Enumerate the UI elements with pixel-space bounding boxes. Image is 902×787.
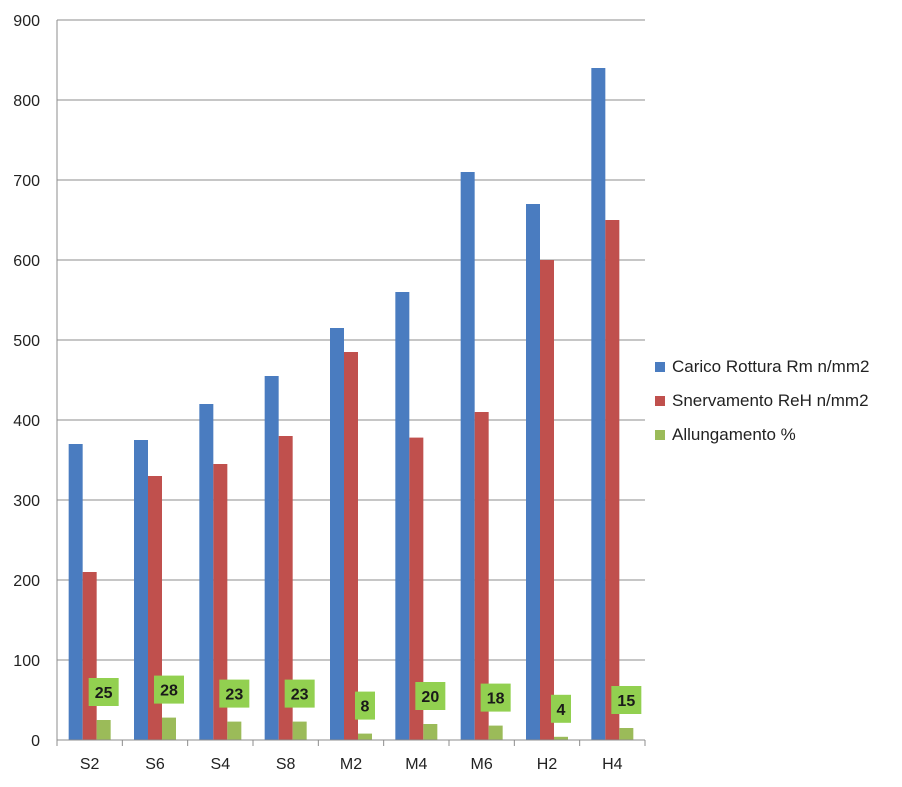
x-axis-tick-labels: S2 S6 S4 S8 M2 M4 M6 H2 H4 <box>80 756 623 773</box>
legend-item-allungamento: Allungamento % <box>655 418 869 452</box>
data-label-text: 20 <box>421 689 439 706</box>
data-label-m2: 8 <box>355 691 375 720</box>
bars <box>68 68 634 740</box>
legend-swatch-allungamento <box>655 430 665 440</box>
data-label-m4: 20 <box>415 682 446 710</box>
data-label-s6: 28 <box>154 675 184 704</box>
data-label-box <box>284 679 315 708</box>
bar-s6-series-2 <box>148 476 162 740</box>
bar-s6-series-1 <box>134 440 148 740</box>
y-tick-label: 400 <box>13 413 40 430</box>
legend-item-rm: Carico Rottura Rm n/mm2 <box>655 350 869 384</box>
bar-s8-series-3 <box>292 721 307 740</box>
x-tick-label: H4 <box>602 756 623 773</box>
legend-label-allungamento: Allungamento % <box>672 425 796 444</box>
x-tick-label: H2 <box>537 756 558 773</box>
y-tick-label: 600 <box>13 253 40 270</box>
y-tick-label: 500 <box>13 333 40 350</box>
x-tick-label: S8 <box>276 756 296 773</box>
bar-s2-series-1 <box>68 444 83 740</box>
data-label-box <box>611 686 642 714</box>
x-tick-label: S2 <box>80 756 100 773</box>
data-label-h2: 4 <box>551 694 571 723</box>
bar-s4-series-3 <box>227 721 242 740</box>
axes <box>56 20 646 746</box>
legend-swatch-reh <box>655 396 665 406</box>
x-tick-label: M2 <box>340 756 362 773</box>
data-label-box <box>415 682 446 710</box>
bar-m6-series-3 <box>488 725 503 740</box>
data-label-box <box>219 679 250 708</box>
data-label-text: 25 <box>95 685 113 702</box>
x-tick-label: S4 <box>211 756 231 773</box>
bar-s6-series-3 <box>162 717 176 740</box>
data-label-text: 4 <box>557 702 566 719</box>
legend-label-reh: Snervamento ReH n/mm2 <box>672 391 869 410</box>
bar-m2-series-1 <box>330 328 344 740</box>
data-label-box <box>154 675 184 704</box>
bar-h2-series-2 <box>540 260 554 740</box>
bar-m6-series-1 <box>460 172 475 740</box>
y-tick-label: 900 <box>13 13 40 30</box>
y-tick-label: 100 <box>13 653 40 670</box>
bar-h4-series-3 <box>619 728 634 740</box>
legend-item-reh: Snervamento ReH n/mm2 <box>655 384 869 418</box>
y-tick-label: 200 <box>13 573 40 590</box>
bar-h2-series-3 <box>554 736 568 740</box>
bar-m4-series-3 <box>423 724 438 740</box>
data-label-text: 8 <box>361 699 370 716</box>
data-label-text: 15 <box>617 693 635 710</box>
y-tick-label: 300 <box>13 493 40 510</box>
legend: Carico Rottura Rm n/mm2 Snervamento ReH … <box>655 350 869 452</box>
data-label-box <box>480 683 511 712</box>
data-label-text: 28 <box>160 683 178 700</box>
data-label-text: 18 <box>487 691 505 708</box>
data-label-text: 23 <box>291 687 309 704</box>
data-label-m6: 18 <box>480 683 511 712</box>
y-tick-label: 0 <box>31 733 40 750</box>
bar-m4-series-2 <box>409 437 424 740</box>
y-tick-label: 800 <box>13 93 40 110</box>
bar-m2-series-2 <box>344 352 358 740</box>
y-tick-label: 700 <box>13 173 40 190</box>
bar-m2-series-3 <box>358 733 372 740</box>
bar-s2-series-2 <box>82 572 97 740</box>
bar-m4-series-1 <box>395 292 410 740</box>
data-labels: 25 28 23 23 8 20 18 4 15 <box>88 675 642 723</box>
legend-swatch-rm <box>655 362 665 372</box>
data-label-s8: 23 <box>284 679 315 708</box>
bar-s8-series-2 <box>278 436 293 740</box>
data-label-text: 23 <box>225 687 243 704</box>
legend-label-rm: Carico Rottura Rm n/mm2 <box>672 357 870 376</box>
y-axis-tick-labels: 0 100 200 300 400 500 600 700 800 900 <box>13 13 40 750</box>
bar-h4-series-2 <box>605 220 620 740</box>
data-label-box <box>355 691 375 720</box>
bar-h4-series-1 <box>591 68 606 740</box>
bar-s4-series-2 <box>213 464 228 740</box>
x-tick-label: M6 <box>471 756 493 773</box>
data-label-box <box>88 678 119 706</box>
bar-s2-series-3 <box>96 720 111 740</box>
data-label-h4: 15 <box>611 686 642 714</box>
x-tick-label: S6 <box>145 756 165 773</box>
x-tick-label: M4 <box>405 756 427 773</box>
data-label-box <box>551 694 571 723</box>
bar-s4-series-1 <box>199 404 214 740</box>
bar-s8-series-1 <box>264 376 279 740</box>
data-label-s4: 23 <box>219 679 250 708</box>
bar-m6-series-2 <box>474 412 489 740</box>
data-label-s2: 25 <box>88 678 119 706</box>
bar-h2-series-1 <box>526 204 540 740</box>
